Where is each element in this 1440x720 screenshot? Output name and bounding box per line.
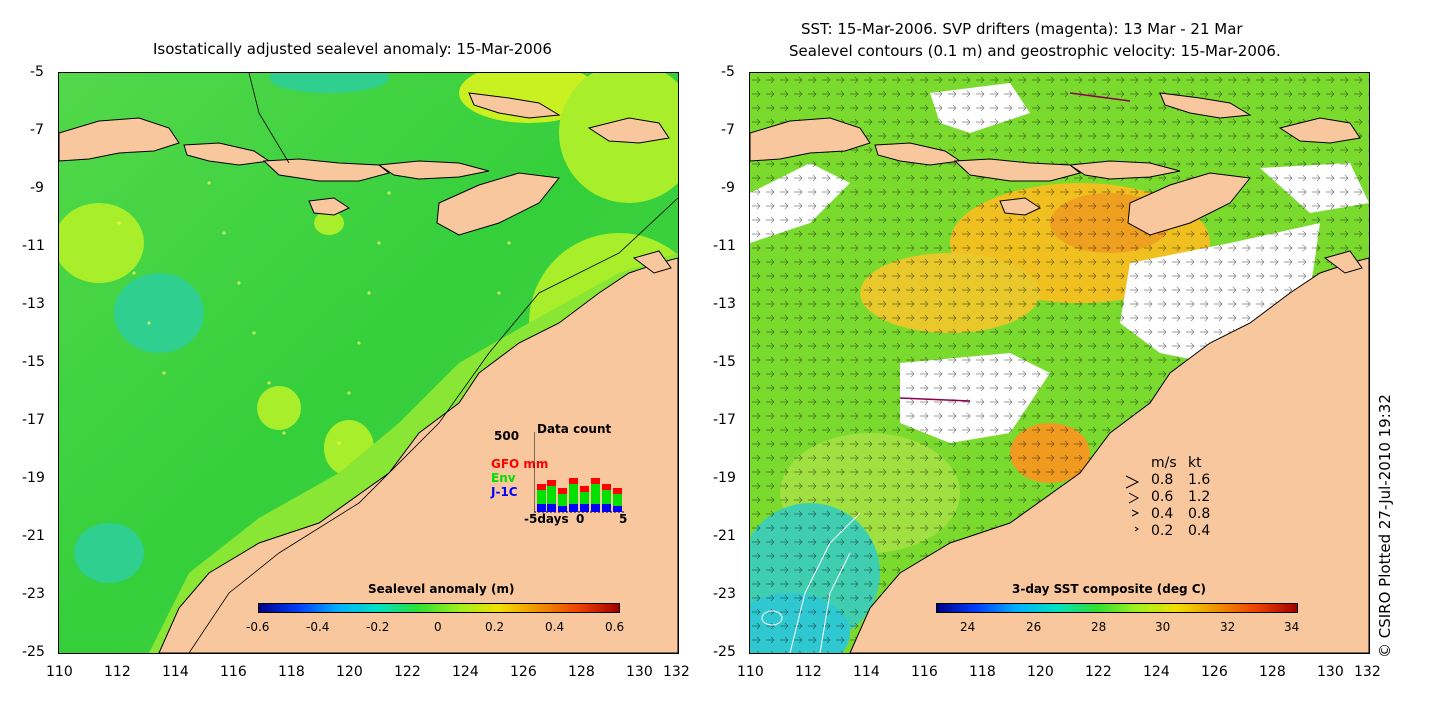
lon-tick: 126 (1201, 664, 1228, 680)
lat-tick: -25 (713, 644, 736, 660)
velocity-legend-kt: 1.2 (1188, 489, 1211, 505)
lat-tick: -17 (22, 412, 45, 428)
lat-tick: -17 (713, 412, 736, 428)
lon-tick: 128 (1259, 664, 1286, 680)
lon-tick: 126 (510, 664, 537, 680)
right-cbar-tick: 28 (1091, 620, 1107, 634)
lon-tick: 116 (220, 664, 247, 680)
sst-map (749, 72, 1370, 654)
lon-tick: 132 (663, 664, 690, 680)
left-cbar-tick: -0.6 (246, 620, 270, 634)
lon-tick: 124 (452, 664, 479, 680)
lat-tick: -13 (713, 296, 736, 312)
sealevel-anomaly-map-graphic (59, 73, 678, 653)
lon-tick: 130 (1317, 664, 1344, 680)
lat-tick: -15 (22, 354, 45, 370)
data-count-xlabel: 0 (576, 512, 585, 526)
right-cbar-tick: 34 (1284, 620, 1300, 634)
lon-tick: 122 (394, 664, 421, 680)
lat-tick: -13 (22, 296, 45, 312)
velocity-legend-header-kt: kt (1188, 455, 1202, 471)
lat-tick: -23 (22, 586, 45, 602)
lon-tick: 122 (1085, 664, 1112, 680)
lon-tick: 128 (568, 664, 595, 680)
data-count-xlabel: 5 (619, 512, 628, 526)
velocity-legend-header-ms: m/s (1151, 455, 1177, 471)
sealevel-colorbar (258, 603, 620, 613)
lon-tick: 116 (911, 664, 938, 680)
right-cbar-tick: 24 (960, 620, 976, 634)
lat-tick: -21 (22, 528, 45, 544)
lon-tick: 118 (969, 664, 996, 680)
right-cbar-tick: 26 (1026, 620, 1042, 634)
data-count-title: Data count (537, 422, 612, 436)
velocity-legend-ms: 0.8 (1151, 472, 1174, 488)
lat-tick: -25 (22, 644, 45, 660)
lon-tick: 114 (853, 664, 880, 680)
lat-tick: -7 (721, 122, 735, 138)
lon-tick: 110 (737, 664, 764, 680)
left-cbar-tick: 0.6 (605, 620, 625, 634)
lat-tick: -11 (713, 238, 736, 254)
lon-tick: 120 (336, 664, 363, 680)
velocity-legend-ms: 0.4 (1151, 506, 1174, 522)
data-count-xlabel: -5days (524, 512, 569, 526)
lon-tick: 114 (162, 664, 189, 680)
legend-env: Env (491, 471, 516, 485)
lat-tick: -23 (713, 586, 736, 602)
lon-tick: 130 (626, 664, 653, 680)
velocity-legend-kt: 0.4 (1188, 523, 1211, 539)
sealevel-anomaly-map (58, 72, 679, 654)
data-count-ymax: 500 (494, 429, 520, 443)
velocity-legend-kt: 0.8 (1188, 506, 1211, 522)
sst-colorbar (936, 603, 1298, 613)
right-colorbar-title: 3-day SST composite (deg C) (1012, 582, 1207, 596)
right-cbar-tick: 30 (1155, 620, 1171, 634)
lat-tick: -19 (713, 470, 736, 486)
lon-tick: 124 (1143, 664, 1170, 680)
lat-tick: -15 (713, 354, 736, 370)
velocity-legend-arrows (1125, 475, 1140, 532)
lat-tick: -5 (721, 64, 735, 80)
lon-tick: 132 (1354, 664, 1381, 680)
lat-tick: -9 (721, 180, 735, 196)
lat-tick: -19 (22, 470, 45, 486)
left-cbar-tick: 0.2 (485, 620, 505, 634)
lon-tick: 118 (278, 664, 305, 680)
velocity-legend-ms: 0.6 (1151, 489, 1174, 505)
lat-tick: -5 (30, 64, 44, 80)
lat-tick: -7 (30, 122, 44, 138)
left-cbar-tick: -0.2 (366, 620, 390, 634)
left-panel-title: Isostatically adjusted sealevel anomaly:… (153, 40, 552, 58)
right-panel-title-line1: SST: 15-Mar-2006. SVP drifters (magenta)… (801, 20, 1243, 38)
lon-tick: 112 (795, 664, 822, 680)
data-count-histogram (534, 432, 626, 513)
lat-tick: -11 (22, 238, 45, 254)
sst-map-graphic (750, 73, 1369, 653)
left-cbar-tick: 0 (434, 620, 442, 634)
right-cbar-tick: 32 (1220, 620, 1236, 634)
legend-j1c: J-1C (491, 485, 518, 499)
right-panel-title-line2: Sealevel contours (0.1 m) and geostrophi… (789, 42, 1281, 60)
velocity-legend-ms: 0.2 (1151, 523, 1174, 539)
left-colorbar-title: Sealevel anomaly (m) (368, 582, 515, 596)
left-cbar-tick: -0.4 (306, 620, 330, 634)
lon-tick: 112 (104, 664, 131, 680)
lat-tick: -9 (30, 180, 44, 196)
velocity-legend-kt: 1.6 (1188, 472, 1211, 488)
lat-tick: -21 (713, 528, 736, 544)
lon-tick: 110 (46, 664, 73, 680)
plot-credit: © CSIRO Plotted 27-Jul-2010 19:32 (1376, 394, 1394, 658)
left-cbar-tick: 0.4 (545, 620, 565, 634)
lon-tick: 120 (1027, 664, 1054, 680)
